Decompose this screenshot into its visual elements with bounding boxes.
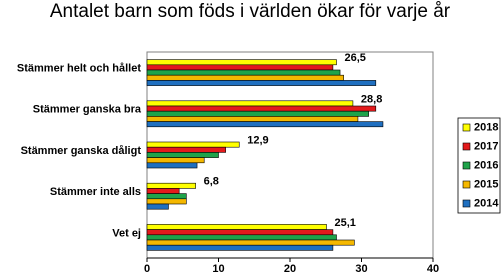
- bar: [146, 59, 337, 66]
- legend-label: 2017: [474, 140, 498, 152]
- legend-label: 2015: [474, 178, 498, 190]
- bar: [146, 188, 180, 194]
- data-label: 6,8: [204, 176, 219, 188]
- bar: [146, 229, 334, 236]
- legend-swatch: [462, 180, 471, 189]
- x-tick-label: 20: [284, 263, 296, 275]
- bar: [146, 224, 327, 230]
- y-tick-label: Stämmer helt och hållet: [17, 63, 141, 75]
- data-label: 26,5: [344, 52, 365, 64]
- x-tick-label: 10: [212, 263, 224, 275]
- legend-swatch: [462, 161, 471, 170]
- bar: [146, 116, 359, 122]
- legend-label: 2018: [474, 121, 498, 133]
- data-label: 25,1: [334, 217, 355, 229]
- data-label: 28,8: [361, 93, 382, 105]
- bar: [146, 182, 196, 189]
- bar: [146, 69, 341, 76]
- bar: [146, 239, 355, 246]
- bar: [146, 152, 219, 158]
- chart-title: Antalet barn som föds i världen ökar för…: [50, 1, 451, 22]
- bar: [146, 234, 337, 241]
- x-tick-label: 0: [144, 263, 150, 275]
- bar: [146, 146, 226, 153]
- bar: [146, 141, 240, 148]
- bar: [146, 64, 334, 71]
- x-tick-label: 30: [355, 263, 367, 275]
- x-tick-label: 40: [427, 263, 439, 275]
- y-tick-label: Stämmer inte alls: [50, 186, 141, 198]
- legend-swatch: [462, 142, 471, 151]
- legend-swatch: [462, 123, 471, 132]
- bar: [146, 244, 334, 251]
- data-label: 12,9: [247, 135, 268, 147]
- bar: [146, 110, 369, 117]
- bar: [146, 193, 187, 200]
- legend-label: 2016: [474, 159, 498, 171]
- bar: [146, 198, 187, 205]
- bar: [146, 157, 205, 164]
- y-tick-label: Stämmer ganska dåligt: [21, 145, 142, 157]
- y-tick-label: Stämmer ganska bra: [33, 104, 142, 116]
- bar: [146, 162, 198, 169]
- legend-swatch: [462, 199, 471, 208]
- bar: [146, 105, 377, 112]
- bar: [146, 121, 384, 128]
- bar: [146, 80, 377, 86]
- bar: [146, 74, 344, 81]
- bar: [146, 100, 354, 107]
- y-tick-label: Vet ej: [112, 227, 141, 239]
- legend-label: 2014: [474, 197, 499, 209]
- bar: [146, 203, 169, 210]
